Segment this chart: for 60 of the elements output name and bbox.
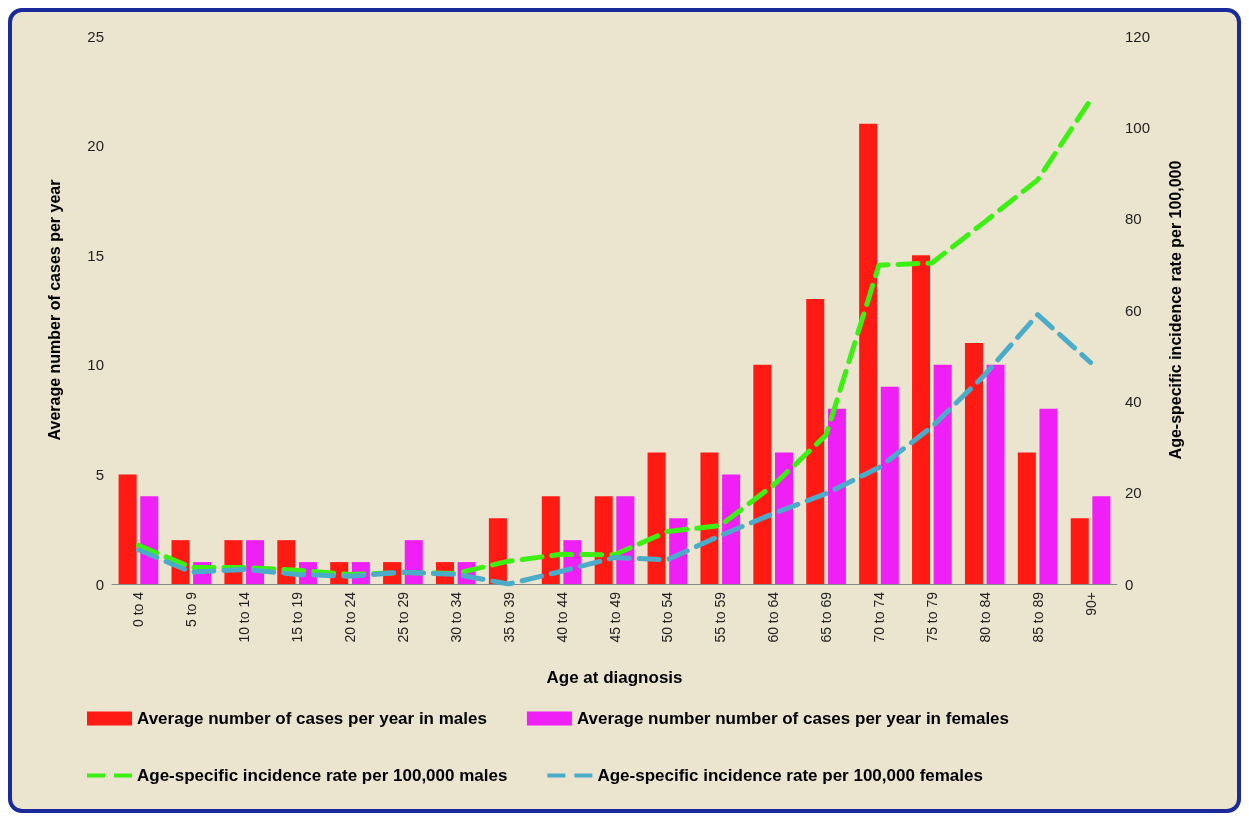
y-axis-title: Average number of cases per year: [45, 179, 63, 441]
bar: [1039, 408, 1058, 584]
x-tick-label: 5 to 9: [183, 591, 200, 628]
bar: [986, 364, 1005, 584]
x-tick-label: 20 to 24: [342, 591, 359, 643]
bar: [118, 474, 137, 584]
bar: [827, 408, 846, 584]
x-tick-label: 85 to 89: [1029, 591, 1046, 643]
bar: [880, 386, 899, 584]
x-tick-label: 35 to 39: [500, 591, 517, 643]
x-tick-label: 80 to 84: [976, 591, 993, 643]
bar: [964, 342, 983, 584]
bar: [647, 452, 666, 584]
bar: [933, 364, 952, 584]
x-tick-label: 60 to 64: [765, 591, 782, 643]
bar: [616, 496, 635, 584]
x-tick-label: 50 to 54: [659, 591, 676, 643]
y2-axis-title: Age-specific incidence rate per 100,000: [1166, 160, 1184, 460]
y-tick-label: 15: [87, 246, 104, 264]
x-tick-label: 40 to 44: [553, 591, 570, 643]
legend-label: Average number of cases per year in males: [137, 709, 487, 728]
y-tick-label: 0: [95, 575, 104, 593]
x-tick-label: 65 to 69: [818, 591, 835, 643]
bar: [541, 496, 560, 584]
x-tick-label: 75 to 79: [923, 591, 940, 643]
y2-tick-label: 0: [1125, 575, 1134, 593]
x-tick-label: 90+: [1082, 592, 1099, 616]
y-tick-label: 25: [87, 27, 104, 45]
y-tick-label: 20: [87, 137, 104, 155]
y2-tick-label: 80: [1125, 210, 1142, 228]
bar: [594, 496, 613, 584]
legend-label: Age-specific incidence rate per 100,000 males: [137, 766, 508, 785]
bar: [1092, 496, 1111, 584]
y-tick-label: 10: [87, 356, 104, 374]
x-tick-label: 0 to 4: [130, 591, 147, 628]
bar: [1017, 452, 1036, 584]
y2-tick-label: 60: [1125, 301, 1142, 319]
y2-tick-label: 40: [1125, 392, 1142, 410]
bar: [1070, 518, 1089, 584]
y2-tick-label: 20: [1125, 484, 1142, 502]
legend-label: Average number number of cases per year in females: [576, 709, 1010, 728]
x-tick-label: 45 to 49: [606, 591, 623, 643]
bar: [859, 123, 878, 584]
x-tick-label: 10 to 14: [236, 591, 253, 643]
bar: [722, 474, 741, 584]
x-tick-label: 25 to 29: [394, 591, 411, 643]
x-axis-title: Age at diagnosis: [546, 668, 683, 687]
bar: [806, 299, 825, 584]
legend-label: Age-specific incidence rate per 100,000 females: [597, 766, 983, 785]
x-tick-label: 70 to 74: [870, 591, 887, 643]
y2-tick-label: 100: [1125, 118, 1151, 136]
x-tick-label: 55 to 59: [712, 591, 729, 643]
y2-tick-label: 120: [1125, 27, 1151, 45]
y-tick-label: 5: [95, 465, 104, 483]
bar: [700, 452, 719, 584]
bar: [774, 452, 794, 584]
bar: [753, 364, 772, 584]
x-tick-label: 30 to 34: [447, 591, 464, 643]
bar: [912, 255, 931, 584]
x-tick-label: 15 to 19: [289, 591, 306, 643]
